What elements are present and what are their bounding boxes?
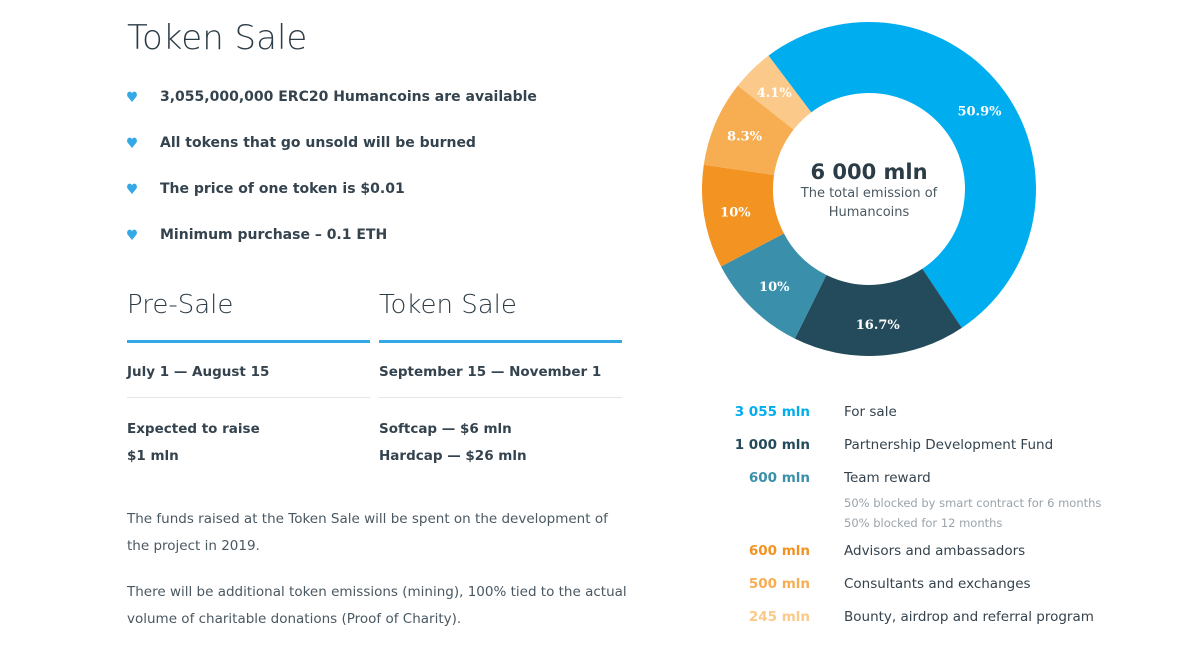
legend-note: 50% blocked by smart contract for 6 mont… xyxy=(844,496,1102,510)
legend-item: 1 000 mln Partnership Development Fund xyxy=(735,433,1180,466)
heart-bullet-icon xyxy=(127,137,137,148)
list-item: The price of one token is $0.01 xyxy=(127,178,537,224)
legend-amount: 600 mln xyxy=(748,470,810,486)
slice-data-label: 50.9% xyxy=(957,105,1002,120)
tokensale-title: Token Sale xyxy=(379,282,622,343)
list-item: Minimum purchase – 0.1 ETH xyxy=(127,224,537,270)
heart-bullet-icon xyxy=(127,229,137,240)
legend-item: 500 mln Consultants and exchanges xyxy=(740,572,1180,605)
slice-data-label: 8.3% xyxy=(727,129,763,144)
funds-note: The funds raised at the Token Sale will … xyxy=(127,511,608,554)
legend-label: Consultants and exchanges xyxy=(844,576,1031,592)
tokensale-column: Token Sale September 15 — November 1 Sof… xyxy=(379,282,622,470)
donut-slice xyxy=(702,164,784,267)
legend-amount: 500 mln xyxy=(748,576,810,592)
tokensale-details: Softcap — $6 mln Hardcap — $26 mln xyxy=(379,398,622,470)
center-caption: The total emission of Humancoins xyxy=(800,186,938,220)
tokensale-line: Hardcap — $26 mln xyxy=(379,448,527,464)
legend-label: Partnership Development Fund xyxy=(844,437,1054,453)
legend-note: 50% blocked for 12 months xyxy=(844,516,1003,530)
page-title: Token Sale xyxy=(127,18,308,58)
list-item: All tokens that go unsold will be burned xyxy=(127,132,537,178)
donut-slice xyxy=(703,85,794,176)
heart-bullet-icon xyxy=(127,91,137,102)
legend-item: 3 055 mln For sale xyxy=(735,400,1180,433)
slice-data-label: 10% xyxy=(720,206,751,221)
donut-slice xyxy=(794,268,962,356)
legend-label: For sale xyxy=(844,404,897,420)
donut-slice xyxy=(768,22,1036,328)
legend-label: Bounty, airdrop and referral program xyxy=(844,609,1094,625)
slice-data-label: 4.1% xyxy=(757,86,793,101)
donut-svg: 50.9% 16.7% 10% 10% 8.3% 4.1% xyxy=(702,22,1036,356)
center-value: 6 000 mln xyxy=(810,160,928,184)
presale-details: Expected to raise $1 mln xyxy=(127,398,370,470)
presale-line: Expected to raise xyxy=(127,421,260,437)
presale-column: Pre-Sale July 1 — August 15 Expected to … xyxy=(127,282,370,470)
donut-chart: 50.9% 16.7% 10% 10% 8.3% 4.1% 6 000 mln The t… xyxy=(702,6,1036,366)
bullet-text: The price of one token is $0.01 xyxy=(160,181,405,197)
legend-item: 245 mln Bounty, airdrop and referral prog… xyxy=(740,605,1180,638)
legend-amount: 245 mln xyxy=(748,609,810,625)
presale-dates: July 1 — August 15 xyxy=(127,343,370,398)
legend-amount: 3 055 mln xyxy=(734,404,810,420)
tokensale-dates: September 15 — November 1 xyxy=(379,343,622,398)
legend-amount: 600 mln xyxy=(748,543,810,559)
legend-item: 600 mln Advisors and ambassadors xyxy=(740,539,1180,572)
legend-amount: 1 000 mln xyxy=(734,437,810,453)
bullet-text: 3,055,000,000 ERC20 Humancoins are avail… xyxy=(160,89,537,105)
legend-item: 600 mln Team reward 50% blocked by smart c… xyxy=(740,466,1180,539)
bullet-text: Minimum purchase – 0.1 ETH xyxy=(160,227,388,243)
heart-bullet-icon xyxy=(127,183,137,194)
tokensale-line: Softcap — $6 mln xyxy=(379,421,512,437)
slice-data-label: 10% xyxy=(759,280,790,295)
presale-title: Pre-Sale xyxy=(127,282,370,343)
donut-slice xyxy=(737,55,812,130)
list-item: 3,055,000,000 ERC20 Humancoins are avail… xyxy=(127,86,537,132)
legend-label: Team reward xyxy=(844,470,931,486)
legend-label: Advisors and ambassadors xyxy=(844,543,1026,559)
donut-slice xyxy=(721,233,827,339)
chart-legend: 3 055 mln For sale 1 000 mln Partnership De… xyxy=(735,400,1180,638)
emission-note: There will be additional token emissions… xyxy=(127,584,627,627)
presale-line: $1 mln xyxy=(127,448,179,464)
slice-data-label: 16.7% xyxy=(856,318,901,333)
feature-list: 3,055,000,000 ERC20 Humancoins are avail… xyxy=(127,86,537,270)
bullet-text: All tokens that go unsold will be burned xyxy=(160,135,476,151)
